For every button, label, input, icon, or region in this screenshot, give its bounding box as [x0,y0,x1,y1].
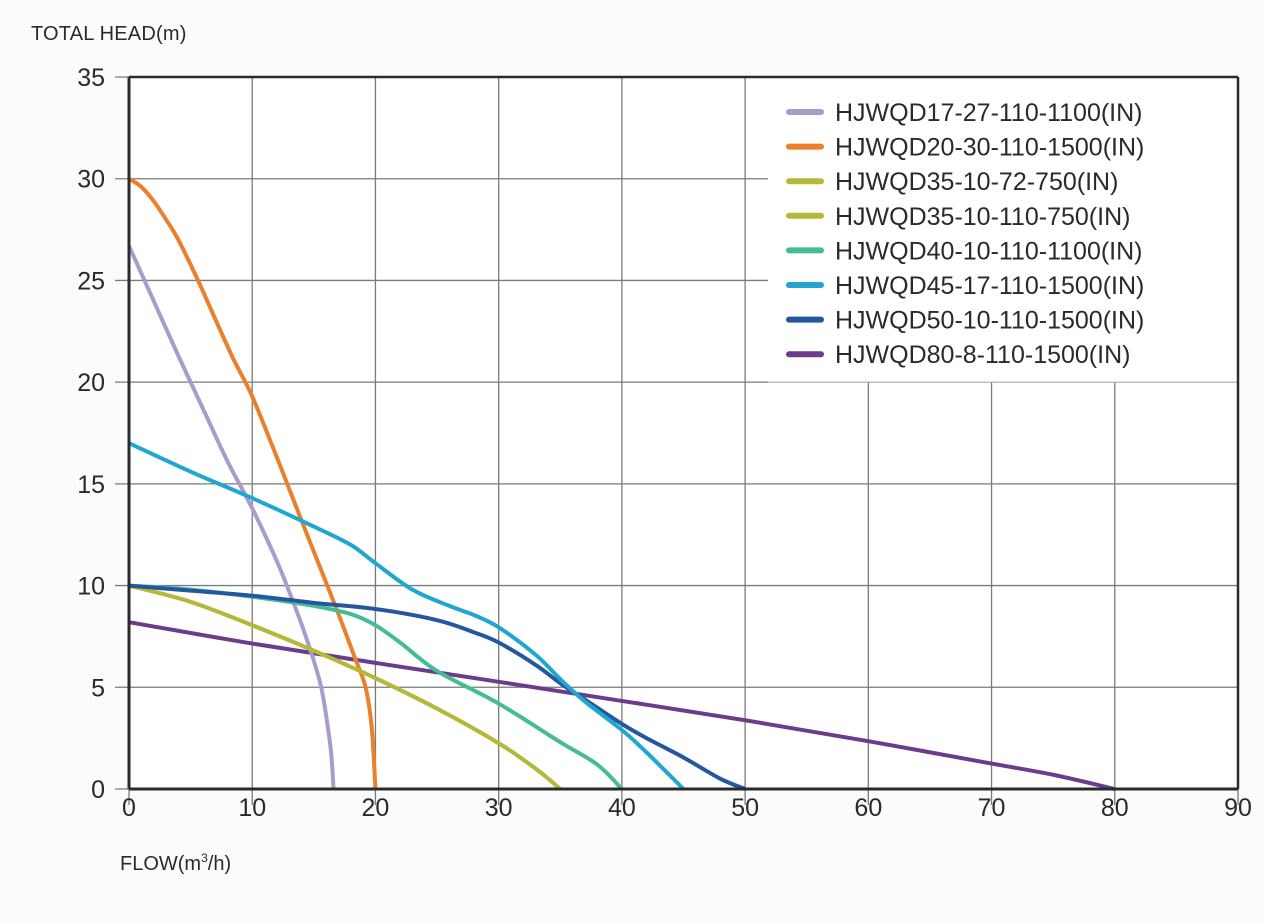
legend-item: HJWQD45-17-110-1500(IN) [786,272,1144,300]
y-tick-label: 10 [77,573,105,601]
x-tick-label: 40 [608,794,636,822]
legend-label: HJWQD35-10-110-750(IN) [835,203,1130,231]
series-line-hjwqd35-10-110-750-in [128,583,562,791]
legend-label: HJWQD45-17-110-1500(IN) [835,272,1144,300]
tick-labels: 0 10 20 30 40 50 60 70 80 90 0 5 10 15 20 25 30 35 [77,64,1252,822]
y-tick-label: 0 [91,776,105,804]
y-tick-label: 35 [77,64,105,92]
series-line-hjwqd80-8-110-1500-in [128,620,1116,791]
legend-item: HJWQD35-10-72-750(IN) [786,168,1118,196]
x-axis-label-suffix: /h) [207,853,232,875]
series-lines [127,177,1116,791]
legend-item: HJWQD40-10-110-1100(IN) [786,237,1143,265]
y-tick-label: 5 [91,674,105,702]
series-line-hjwqd45-17-110-1500-in [128,441,685,791]
x-axis-label-sup: 3 [201,851,208,865]
legend-label: HJWQD35-10-72-750(IN) [835,168,1118,196]
y-axis-label: TOTAL HEAD(m) [31,23,187,45]
x-tick-label: 50 [731,794,759,822]
x-tick-label: 20 [362,794,390,822]
legend: HJWQD17-27-110-1100(IN) HJWQD20-30-110-15… [768,77,1238,383]
legend-box [768,77,1238,382]
y-tick-label: 15 [77,471,105,499]
x-tick-label: 90 [1224,794,1252,822]
legend-item: HJWQD17-27-110-1100(IN) [786,99,1143,127]
legend-item: HJWQD35-10-110-750(IN) [786,203,1130,231]
series-line-hjwqd20-30-110-1500-in [127,177,378,790]
legend-label: HJWQD17-27-110-1100(IN) [835,99,1143,127]
legend-item: HJWQD20-30-110-1500(IN) [786,134,1144,162]
x-tick-label: 30 [485,794,513,822]
axes [127,75,1240,791]
legend-label: HJWQD20-30-110-1500(IN) [835,134,1144,162]
x-tick-label: 70 [978,794,1006,822]
x-axis-label-prefix: FLOW(m [120,853,202,875]
x-tick-label: 10 [238,794,266,822]
y-tick-label: 30 [77,166,105,194]
y-tick-label: 25 [77,267,105,295]
legend-item: HJWQD80-8-110-1500(IN) [786,341,1130,369]
y-tick-label: 20 [77,369,105,397]
x-axis-label: FLOW(m3/h) [120,851,231,876]
legend-item: HJWQD50-10-110-1500(IN) [786,307,1144,335]
x-tick-label: 80 [1101,794,1129,822]
series-line-hjwqd17-27-110-1100-in [127,245,336,790]
x-tick-label: 60 [854,794,882,822]
legend-label: HJWQD80-8-110-1500(IN) [835,341,1130,369]
legend-label: HJWQD40-10-110-1100(IN) [835,237,1143,265]
series-line-hjwqd50-10-110-1500-in [128,583,746,791]
legend-label: HJWQD50-10-110-1500(IN) [835,307,1144,335]
x-tick-label: 0 [122,794,136,822]
